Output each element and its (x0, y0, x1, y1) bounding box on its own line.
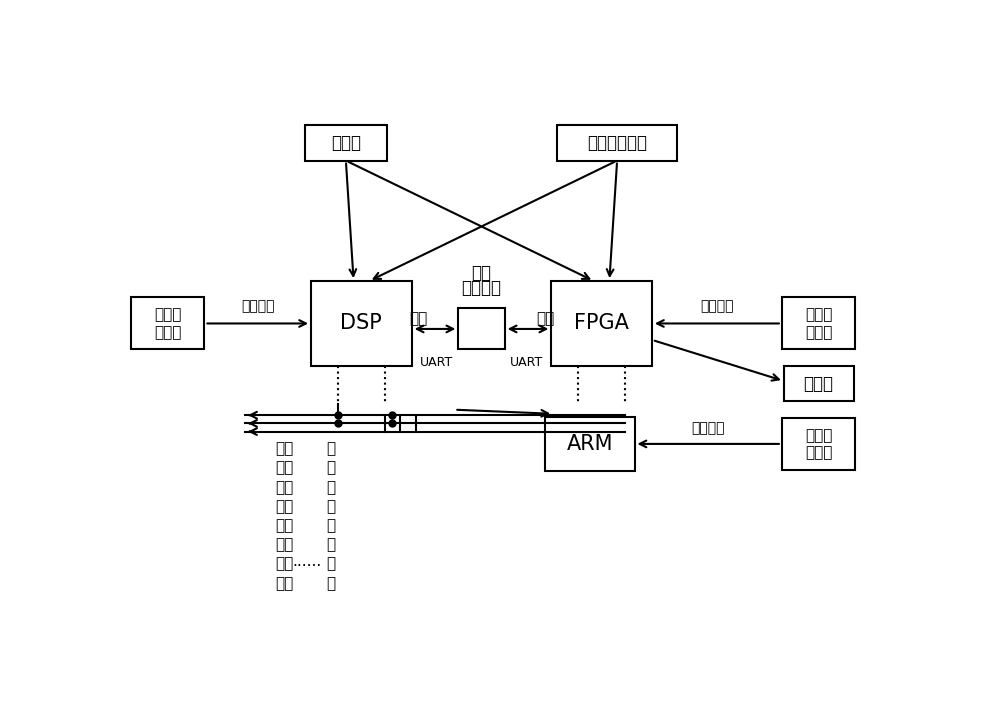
Text: 无线: 无线 (409, 311, 427, 326)
Text: 传
感
器
模
拟
量
输
入: 传 感 器 模 拟 量 输 入 (326, 442, 335, 591)
Bar (782, 297, 855, 350)
Text: 继电器: 继电器 (804, 375, 834, 392)
Bar (545, 417, 635, 471)
Text: UART: UART (510, 356, 543, 369)
Bar (551, 281, 652, 366)
Bar (557, 125, 677, 161)
Bar (458, 309, 505, 350)
Text: ......: ...... (292, 555, 322, 570)
Text: 传传
感感
器器
模模
拟拟
量量
输输
入入: 传传 感感 器器 模模 拟拟 量量 输输 入入 (275, 442, 293, 591)
Text: ARM: ARM (567, 434, 613, 454)
Text: 无线: 无线 (536, 311, 554, 326)
Text: 晶振和
电容组: 晶振和 电容组 (805, 428, 832, 460)
Text: UART: UART (420, 356, 453, 369)
Text: 提供时钟: 提供时钟 (700, 299, 734, 314)
Text: 加热体: 加热体 (331, 134, 361, 152)
Text: 晶振和
电容组: 晶振和 电容组 (154, 307, 181, 340)
Bar (782, 418, 855, 470)
Text: DSP: DSP (340, 314, 382, 333)
Bar (131, 297, 204, 350)
Bar (311, 281, 412, 366)
Text: 晶振和
电容组: 晶振和 电容组 (805, 307, 832, 340)
Text: FPGA: FPGA (574, 314, 629, 333)
Bar (784, 366, 854, 402)
Text: 无线: 无线 (472, 264, 492, 282)
Text: 通信模块: 通信模块 (462, 279, 502, 296)
Text: 提供时钟: 提供时钟 (241, 299, 274, 314)
Bar (305, 125, 387, 161)
Text: 提供时钟: 提供时钟 (691, 421, 725, 435)
Text: 半导体散热片: 半导体散热片 (587, 134, 647, 152)
